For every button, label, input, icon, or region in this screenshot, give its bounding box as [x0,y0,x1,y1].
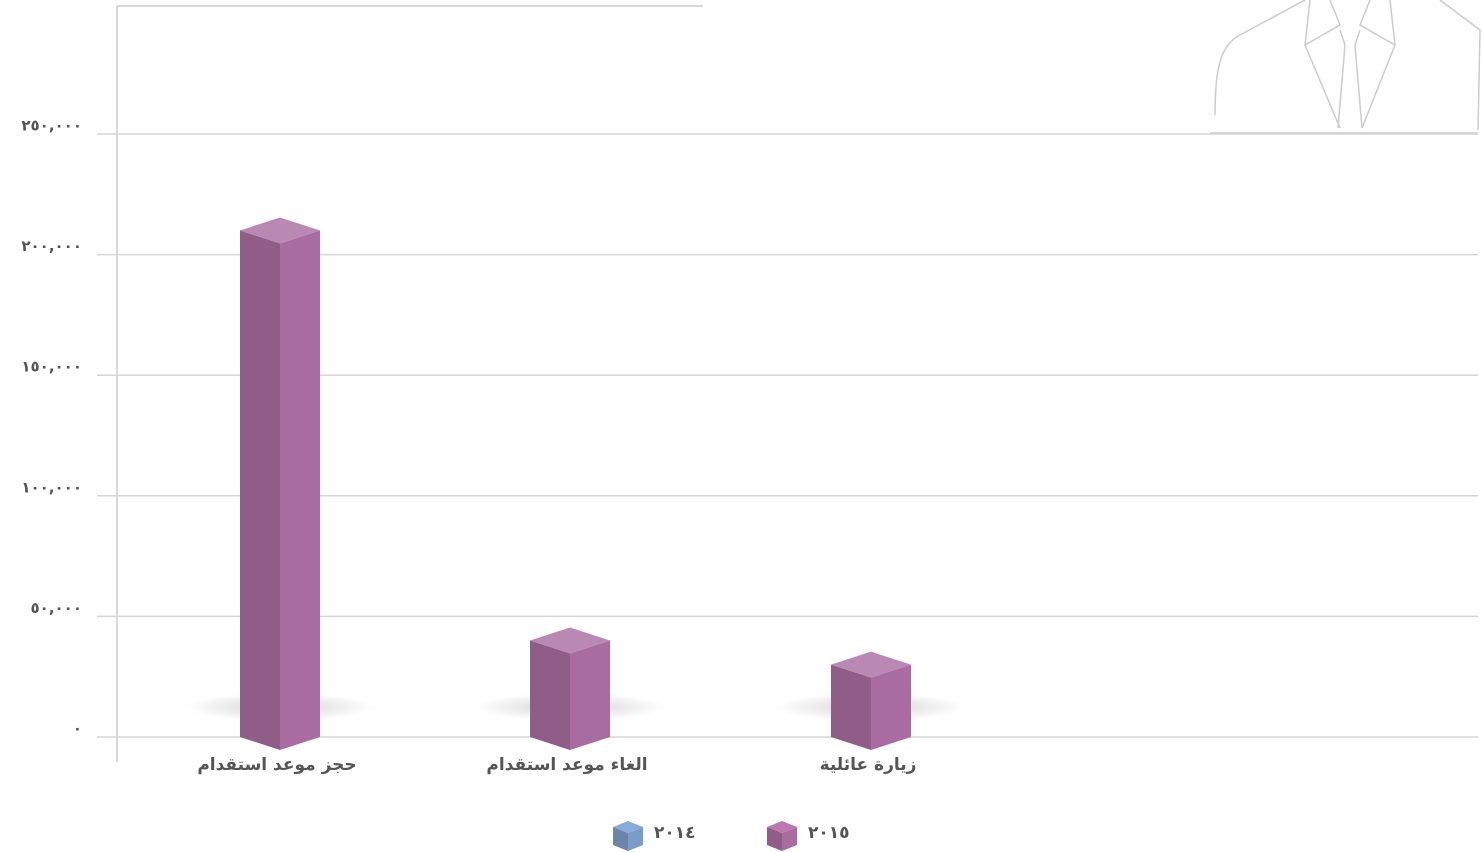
y-tick-label: ١٥٠,٠٠٠ [21,358,82,376]
decoration [117,0,1481,134]
legend-swatch [628,827,643,851]
y-tick-label: ٥٠,٠٠٠ [31,599,82,617]
x-tick-label: حجز موعد استقدام [197,755,356,775]
y-tick-label: ١٠٠,٠٠٠ [21,478,82,496]
bar-top-face [831,651,911,678]
bar-left-face [240,230,280,751]
x-tick-label: زيارة عائلية [820,755,917,775]
y-tick-label: ٢٠٠,٠٠٠ [21,237,82,255]
bar-right-face [280,230,320,751]
bar-top-face [240,217,320,244]
bar-right-face [871,664,911,750]
legend-swatch [613,821,643,833]
bar-left-face [831,664,871,750]
bar [776,651,966,750]
legend-item: ٢٠١٤ [613,821,696,851]
legend-swatch [767,821,797,833]
legend-label: ٢٠١٥ [808,823,850,843]
legend-swatch [613,827,628,851]
legend-label: ٢٠١٤ [654,823,696,843]
bar-left-face [530,640,570,750]
bar-right-face [570,640,610,750]
y-tick-label: ٢٥٠,٠٠٠ [21,117,82,135]
bar [185,217,375,751]
legend-swatch [767,827,782,851]
bar-top-face [530,627,610,654]
legend-swatch [782,827,797,851]
y-tick-label: ٠ [73,720,82,738]
legend-item: ٢٠١٥ [767,821,850,851]
bar [475,627,665,750]
x-tick-label: الغاء موعد استقدام [486,755,647,775]
